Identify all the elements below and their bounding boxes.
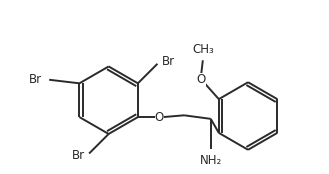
Text: NH₂: NH₂ xyxy=(200,154,222,167)
Text: Br: Br xyxy=(29,73,42,86)
Text: O: O xyxy=(155,111,164,124)
Text: Br: Br xyxy=(162,55,175,68)
Text: CH₃: CH₃ xyxy=(192,44,214,57)
Text: O: O xyxy=(196,73,206,86)
Text: Br: Br xyxy=(72,149,85,162)
